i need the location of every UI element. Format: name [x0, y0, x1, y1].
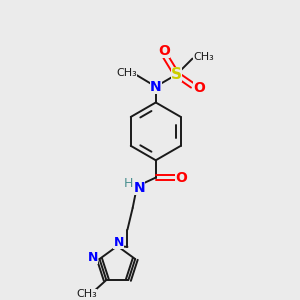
- Text: O: O: [175, 171, 187, 184]
- Text: CH₃: CH₃: [116, 68, 137, 78]
- Text: N: N: [114, 236, 124, 249]
- Text: N: N: [134, 181, 145, 195]
- Text: CH₃: CH₃: [193, 52, 214, 62]
- Text: N: N: [88, 251, 98, 264]
- Text: CH₃: CH₃: [76, 290, 97, 299]
- Text: O: O: [158, 44, 170, 58]
- Text: N: N: [150, 80, 162, 94]
- Text: O: O: [193, 81, 205, 95]
- Text: S: S: [171, 67, 182, 82]
- Text: H: H: [124, 177, 134, 190]
